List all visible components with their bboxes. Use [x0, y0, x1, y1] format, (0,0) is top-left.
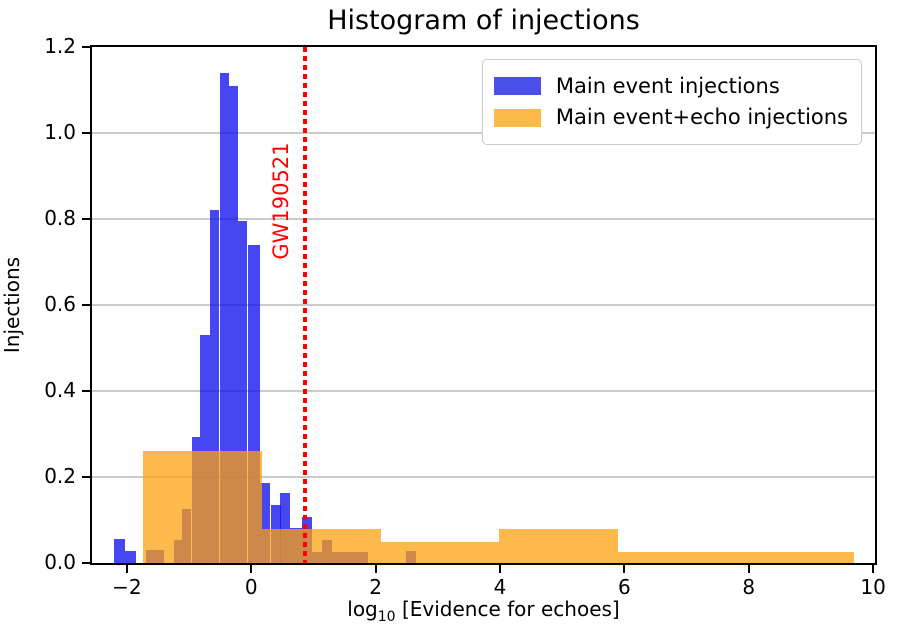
annotation-label: GW190521 [269, 142, 294, 260]
y-tick [82, 132, 90, 134]
legend-label: Main event+echo injections [555, 105, 848, 130]
histogram-bar-echo [261, 528, 381, 563]
x-tick-label: 8 [742, 575, 756, 599]
x-axis-label: log10 [Evidence for echoes] [92, 597, 875, 625]
x-axis-label-subscript: 10 [377, 609, 396, 625]
histogram-bar-main [210, 210, 220, 563]
x-tick [125, 565, 128, 573]
x-tick [747, 565, 750, 573]
x-tick [623, 565, 626, 573]
x-axis-label-rest: [Evidence for echoes] [395, 597, 620, 621]
gridline [92, 390, 875, 392]
y-tick-label: 0.8 [44, 206, 76, 230]
x-axis-label-log: log [347, 597, 378, 621]
histogram-bar-main [200, 335, 211, 563]
y-tick-label: 0.2 [44, 464, 76, 488]
y-tick [82, 46, 90, 48]
legend-swatch-blue [493, 77, 541, 96]
y-tick-label: 1.0 [44, 120, 76, 144]
histogram-bar-main [219, 72, 229, 563]
chart-title: Histogram of injections [327, 5, 640, 36]
legend-item-main: Main event injections [493, 72, 848, 100]
histogram-bar-echo [380, 541, 500, 563]
histogram-bar-main [114, 538, 125, 563]
x-tick [250, 565, 253, 573]
y-tick [82, 304, 90, 306]
gridline [92, 476, 875, 478]
plot-area: GW190521 Main event injections Main even… [90, 45, 877, 565]
x-tick-label: 0 [244, 575, 258, 599]
histogram-bar-main [280, 492, 291, 563]
y-tick [82, 390, 90, 392]
y-tick-label: 0.6 [44, 292, 76, 316]
histogram-bar-echo [499, 529, 619, 563]
legend-swatch-orange [493, 108, 541, 127]
y-tick-label: 0.0 [44, 550, 76, 574]
y-tick [82, 218, 90, 220]
histogram-bar-echo [736, 551, 855, 563]
gridline [92, 218, 875, 220]
x-tick-label: −2 [112, 575, 142, 599]
y-tick-label: 0.4 [44, 378, 76, 402]
histogram-bar-main [228, 85, 239, 563]
histogram-bar-main [125, 551, 136, 563]
y-tick-label: 1.2 [44, 34, 76, 58]
histogram-bar-main [238, 221, 248, 563]
gridline [92, 304, 875, 306]
x-tick [374, 565, 377, 573]
x-tick-label: 6 [617, 575, 631, 599]
x-tick-label: 10 [860, 575, 886, 599]
x-tick [872, 565, 875, 573]
histogram-bar-echo [618, 551, 737, 563]
histogram-bar-echo [143, 451, 262, 563]
x-tick-label: 4 [493, 575, 507, 599]
y-tick [82, 562, 90, 564]
gw190521-dotted-line [303, 47, 308, 563]
legend-item-echo: Main event+echo injections [493, 103, 848, 131]
y-tick [82, 476, 90, 478]
x-tick-label: 2 [369, 575, 382, 599]
legend: Main event injections Main event+echo in… [481, 59, 862, 145]
legend-label: Main event injections [555, 74, 780, 98]
histogram-bar-main [260, 483, 271, 563]
x-tick [498, 565, 501, 573]
